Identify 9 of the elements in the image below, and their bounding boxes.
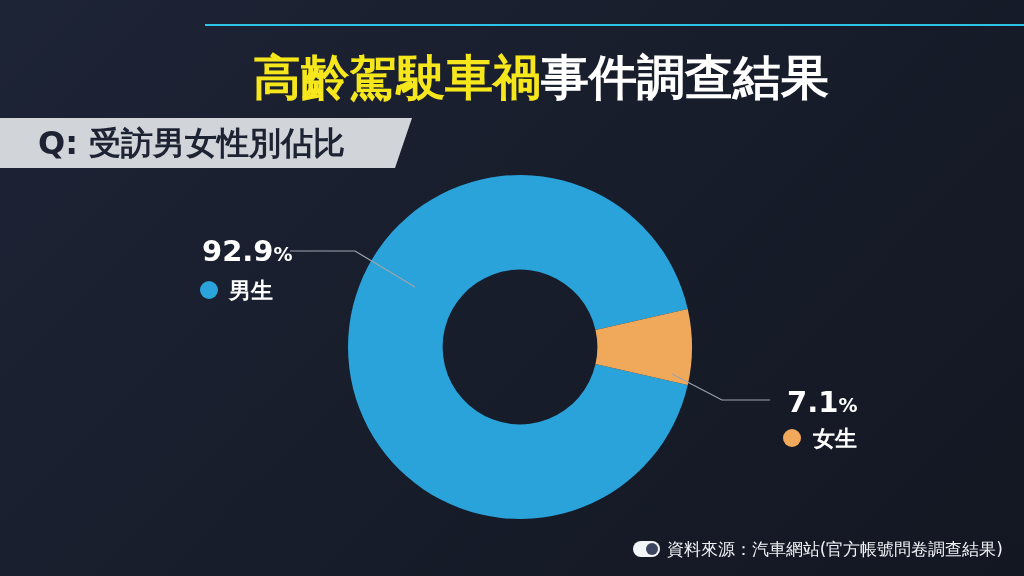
donut-slice: [595, 308, 692, 386]
legend-label: 男生: [228, 278, 273, 303]
chart-title: 高齡駕駛車禍事件調查結果: [253, 49, 829, 105]
source-note: 資料來源：汽車網站(官方帳號問卷調查結果): [666, 537, 1003, 561]
legend-label: 女生: [812, 426, 857, 451]
data-label: 92.9%: [202, 234, 293, 268]
donut-slice: [348, 175, 688, 519]
chart-subtitle: Q: 受訪男女性別佔比: [38, 123, 346, 164]
data-label: 7.1%: [787, 385, 858, 419]
